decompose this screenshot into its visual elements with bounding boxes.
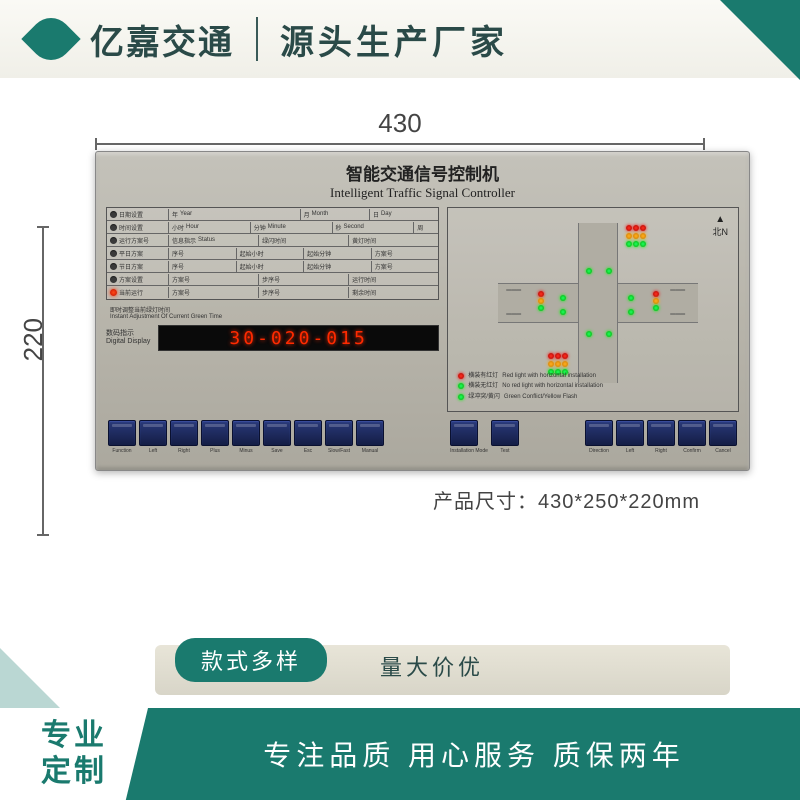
corner-decoration-bl [0, 648, 60, 708]
brand-name: 亿嘉交通 [90, 15, 234, 64]
control-table-panel: 日期设置 年 Year 月 Month 日 Day 时间设置 小时 Hour 分… [106, 207, 439, 412]
button-label: Minus [232, 448, 260, 454]
intersection-panel: 北N 亿嘉交通 [447, 207, 739, 412]
device-button[interactable] [491, 420, 519, 446]
device-title-cn: 智能交通信号控制机 [106, 160, 739, 185]
intersection-diagram: ═══ ═══ ═══ ═══ [498, 223, 698, 383]
button-label: Plus [201, 448, 229, 454]
footer-subtitle: 量大价优 [380, 650, 484, 682]
device-button[interactable] [232, 420, 260, 446]
device-button[interactable] [139, 420, 167, 446]
button-label: Esc [294, 448, 322, 454]
device-button[interactable] [325, 420, 353, 446]
device-button[interactable] [170, 420, 198, 446]
adjust-label: 即时调整当前绿灯时间Instant Adjustment Of Current … [106, 303, 439, 322]
dimension-width: 430 [50, 108, 750, 139]
button-label: Confirm [678, 448, 706, 454]
device-button[interactable] [616, 420, 644, 446]
button-label: Left [139, 448, 167, 454]
device-button[interactable] [108, 420, 136, 446]
button-label: Installation Mode [450, 448, 488, 454]
button-label: Direction [585, 448, 613, 454]
button-label: Test [491, 448, 519, 454]
device-button[interactable] [450, 420, 478, 446]
header-divider [256, 17, 258, 61]
device-button[interactable] [709, 420, 737, 446]
button-label: Manual [356, 448, 384, 454]
main-content: 430 220 智能交通信号控制机 Intelligent Traffic Si… [0, 78, 800, 524]
footer-text: 专注品质 用心服务 质保两年 [148, 734, 800, 774]
dimension-bar-vertical [42, 226, 44, 536]
device-button[interactable] [294, 420, 322, 446]
device-button[interactable] [647, 420, 675, 446]
legend: 横装有红灯 Red light with horizontal installa… [458, 372, 603, 403]
device-button[interactable] [201, 420, 229, 446]
device-panel: 智能交通信号控制机 Intelligent Traffic Signal Con… [95, 151, 750, 471]
device-button[interactable] [678, 420, 706, 446]
button-label: Right [170, 448, 198, 454]
segment-display: 30-020-015 [158, 325, 439, 351]
dimension-bar-horizontal [95, 143, 705, 145]
button-label: Slow/Fast [325, 448, 353, 454]
product-size-text: 产品尺寸：430*250*220mm [50, 485, 700, 514]
button-label: Function [108, 448, 136, 454]
device-button[interactable] [356, 420, 384, 446]
settings-table: 日期设置 年 Year 月 Month 日 Day 时间设置 小时 Hour 分… [106, 207, 439, 300]
footer-pill: 款式多样 [175, 638, 327, 682]
display-label: 数码指示Digital Display [106, 330, 154, 345]
header: 亿嘉交通 源头生产厂家 [0, 0, 800, 78]
button-label: Left [616, 448, 644, 454]
corner-decoration [720, 0, 800, 80]
button-row: FunctionLeftRightPlusMinusSaveEscSlow/Fa… [106, 420, 739, 454]
button-label: Save [263, 448, 291, 454]
footer-badge: 专业 定制 [0, 708, 148, 800]
device-button[interactable] [263, 420, 291, 446]
leaf-icon [21, 9, 80, 68]
compass-icon: 北N [713, 214, 729, 238]
active-led [110, 289, 117, 296]
dimension-height: 220 [18, 318, 49, 361]
device-title-en: Intelligent Traffic Signal Controller [106, 185, 739, 201]
device-button[interactable] [585, 420, 613, 446]
button-label: Right [647, 448, 675, 454]
footer-main: 专业 定制 专注品质 用心服务 质保两年 [0, 708, 800, 800]
button-label: Cancel [709, 448, 737, 454]
header-tagline: 源头生产厂家 [280, 15, 508, 64]
